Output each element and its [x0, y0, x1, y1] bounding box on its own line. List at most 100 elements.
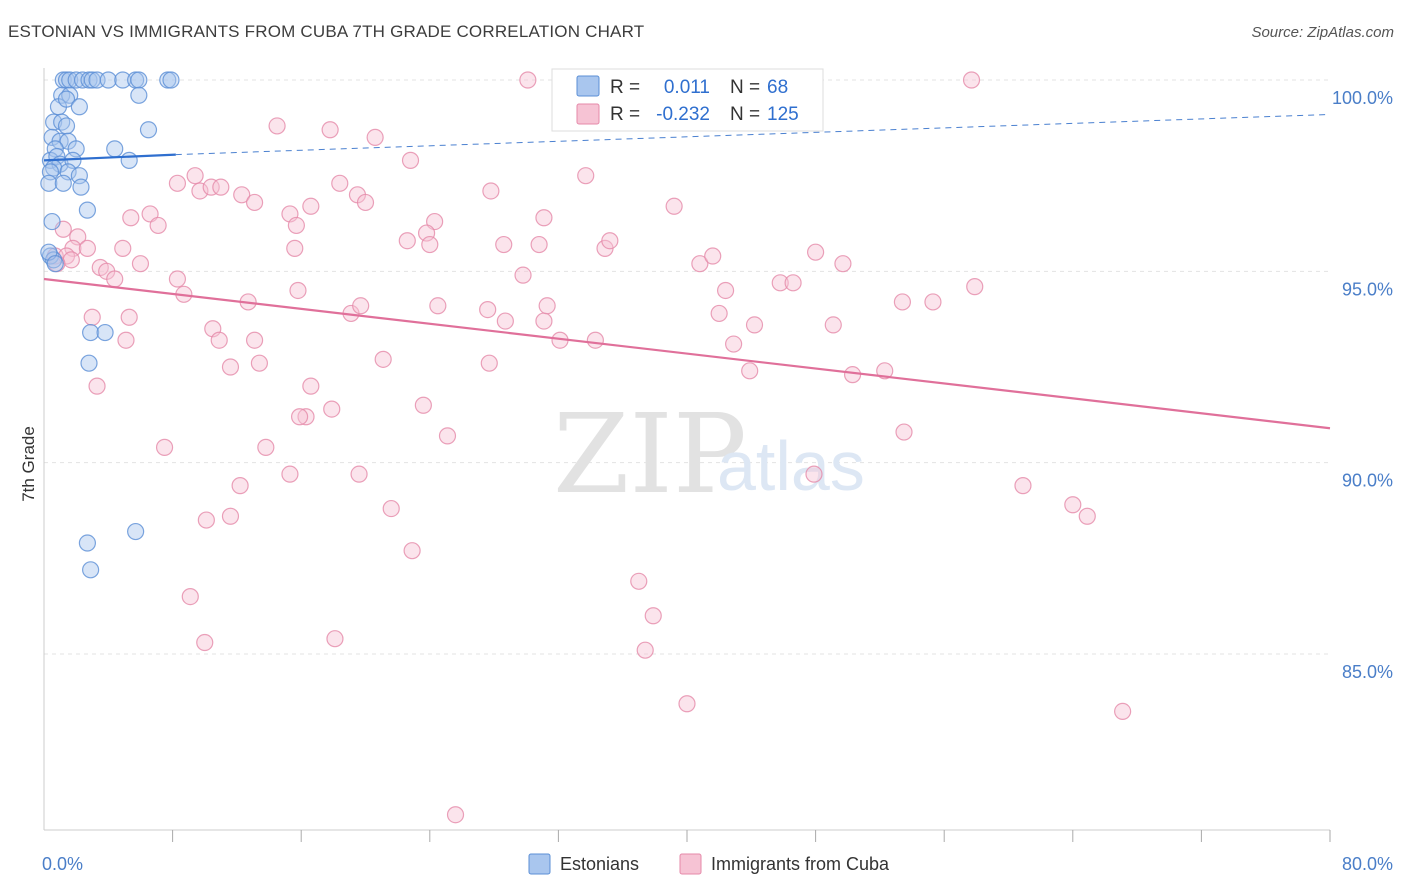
point-estonians-13 — [162, 71, 180, 89]
point-cuba-17 — [356, 193, 375, 212]
trend-line-cuba — [43, 277, 1331, 430]
point-cuba-94 — [414, 396, 432, 414]
point-estonians-19 — [70, 98, 88, 116]
point-cuba-9 — [186, 167, 204, 185]
point-cuba-113 — [196, 633, 214, 652]
point-cuba-62 — [429, 297, 447, 315]
point-cuba-19 — [665, 197, 683, 215]
point-cuba-72 — [771, 274, 789, 292]
point-cuba-104 — [197, 511, 215, 529]
point-cuba-95 — [438, 427, 457, 445]
point-cuba-83 — [374, 350, 392, 368]
point-estonians-49 — [96, 323, 114, 342]
legend-swatch-estonians — [576, 75, 600, 97]
point-cuba-109 — [403, 542, 421, 560]
point-cuba-5 — [401, 151, 420, 169]
point-estonians-42 — [78, 201, 97, 219]
point-cuba-59 — [289, 281, 307, 300]
point-cuba-39 — [421, 235, 439, 254]
point-cuba-11 — [212, 178, 230, 196]
legend-r-label-2: R = — [610, 104, 640, 125]
point-cuba-77 — [966, 278, 984, 296]
point-cuba-1 — [962, 71, 981, 89]
axes — [43, 68, 1331, 842]
bottom-legend-swatch-estonians — [528, 853, 551, 875]
point-cuba-7 — [168, 174, 187, 192]
point-cuba-21 — [122, 209, 140, 227]
legend-box: R = 0.011 N = 68 R = -0.232 N = 125 — [551, 68, 824, 132]
point-estonians-22 — [57, 117, 76, 135]
point-estonians-52 — [78, 534, 97, 552]
point-cuba-110 — [630, 572, 648, 590]
point-cuba-111 — [181, 587, 199, 606]
point-cuba-8 — [191, 182, 209, 200]
point-cuba-36 — [286, 239, 304, 257]
point-estonians-29 — [106, 140, 124, 158]
point-cuba-114 — [326, 630, 344, 648]
point-cuba-30 — [78, 239, 97, 257]
point-cuba-112 — [644, 607, 662, 625]
point-cuba-89 — [88, 377, 106, 395]
point-cuba-61 — [352, 297, 370, 315]
point-cuba-34 — [62, 251, 80, 269]
point-estonians-4 — [73, 71, 92, 89]
point-cuba-65 — [535, 312, 553, 330]
point-estonians-11 — [130, 71, 148, 89]
legend-r-value-2: -0.232 — [656, 104, 710, 125]
point-cuba-43 — [601, 232, 619, 250]
point-cuba-73 — [784, 274, 802, 292]
point-cuba-52 — [168, 270, 187, 288]
point-cuba-22 — [149, 216, 167, 235]
point-cuba-37 — [398, 232, 416, 250]
point-cuba-10 — [202, 178, 220, 196]
point-cuba-116 — [678, 695, 696, 713]
legend-n-value-2: 125 — [767, 104, 799, 125]
point-estonians-39 — [40, 174, 58, 192]
point-cuba-56 — [117, 331, 135, 349]
point-cuba-44 — [691, 255, 709, 273]
point-cuba-82 — [250, 354, 269, 372]
point-cuba-97 — [155, 438, 174, 456]
legend-swatch-cuba — [576, 103, 600, 125]
y-tick-label-0: 100.0% — [1332, 88, 1393, 108]
point-cuba-45 — [704, 247, 722, 265]
point-cuba-54 — [83, 308, 101, 326]
point-cuba-64 — [496, 312, 514, 330]
point-estonians-43 — [43, 212, 61, 231]
point-cuba-118 — [446, 806, 465, 824]
point-cuba-51 — [106, 270, 124, 288]
point-cuba-103 — [1014, 477, 1032, 495]
point-estonians-41 — [72, 178, 90, 196]
point-cuba-107 — [1064, 496, 1082, 514]
point-cuba-26 — [535, 209, 553, 227]
point-estonians-8 — [99, 71, 117, 89]
point-estonians-53 — [82, 561, 100, 579]
point-cuba-84 — [480, 354, 498, 372]
point-estonians-51 — [127, 522, 145, 541]
point-cuba-31 — [114, 239, 132, 257]
bottom-legend: Estonians Immigrants from Cuba — [528, 853, 890, 875]
point-cuba-75 — [893, 293, 912, 311]
point-estonians-16 — [130, 86, 148, 104]
point-cuba-105 — [221, 507, 240, 525]
point-cuba-63 — [479, 301, 497, 319]
trend-lines — [43, 113, 1331, 430]
point-cuba-117 — [1114, 702, 1132, 721]
point-cuba-101 — [805, 465, 823, 483]
point-cuba-108 — [1078, 507, 1096, 525]
point-cuba-88 — [876, 362, 894, 380]
x-tick-label-0: 0.0% — [42, 854, 83, 874]
point-cuba-87 — [843, 366, 862, 384]
y-tick-label-1: 95.0% — [1342, 279, 1393, 299]
point-estonians-35 — [120, 151, 138, 169]
point-cuba-100 — [350, 465, 368, 483]
point-cuba-18 — [482, 182, 500, 200]
point-estonians-48 — [82, 323, 100, 342]
legend-n-value-1: 68 — [767, 77, 788, 98]
point-cuba-106 — [382, 499, 400, 518]
point-cuba-0 — [519, 71, 537, 89]
point-cuba-80 — [245, 331, 264, 349]
point-cuba-92 — [290, 408, 309, 426]
point-cuba-46 — [806, 243, 825, 261]
trend-line-estonians-extension — [175, 113, 1331, 156]
